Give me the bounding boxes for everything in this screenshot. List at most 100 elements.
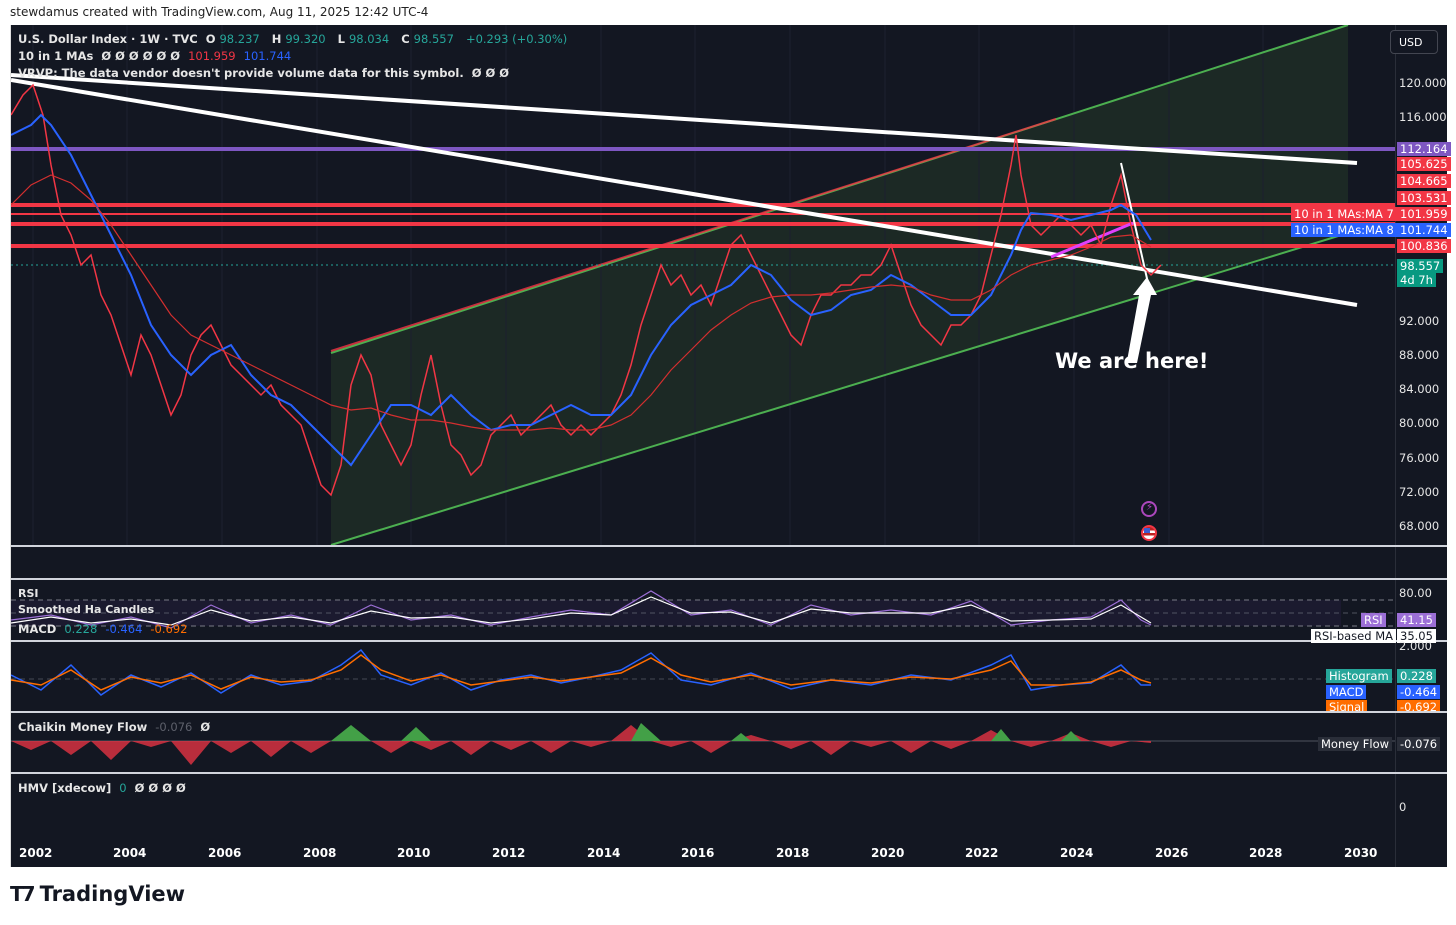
signal-label-tag: Signal xyxy=(1326,700,1368,711)
change-value: +0.293 (+0.30%) xyxy=(465,32,568,46)
time-tick: 2012 xyxy=(492,846,526,860)
pane-divider[interactable] xyxy=(11,545,1447,547)
last-price-tag: 98.557 xyxy=(1397,259,1444,273)
time-tick: 2002 xyxy=(19,846,53,860)
pane-divider[interactable] xyxy=(11,640,1447,642)
rsi-ma-value-tag: 35.05 xyxy=(1397,629,1436,643)
high-label: H xyxy=(271,32,282,46)
vrvp-nulls: Ø Ø Ø xyxy=(471,66,510,80)
price-tick: 120.000 xyxy=(1399,76,1447,90)
us-flag-icon[interactable] xyxy=(1141,525,1157,541)
signal-value-tag: -0.692 xyxy=(1397,700,1441,711)
rsi-ma-label-tag: RSI-based MA xyxy=(1311,629,1396,643)
countdown-tag: 4d 7h xyxy=(1397,273,1436,287)
level-tag-red: 100.836 xyxy=(1397,239,1451,253)
ma7-value-tag: 101.959 xyxy=(1397,207,1451,221)
symbol-name: U.S. Dollar Index · 1W · TVC xyxy=(18,32,198,46)
cmf-title: Chaikin Money Flow xyxy=(18,720,148,734)
time-tick: 2006 xyxy=(208,846,242,860)
money-flow-value-tag: -0.076 xyxy=(1397,737,1441,751)
rsi-title[interactable]: RSI xyxy=(18,587,39,600)
time-tick: 2004 xyxy=(113,846,147,860)
histogram-label-tag: Histogram xyxy=(1326,669,1392,683)
price-tick: 68.000 xyxy=(1399,519,1440,533)
cmf-legend[interactable]: Chaikin Money Flow -0.076 Ø xyxy=(18,720,214,734)
price-axis[interactable] xyxy=(1395,25,1448,867)
level-tag-red: 105.625 xyxy=(1397,157,1451,171)
time-tick: 2030 xyxy=(1344,846,1378,860)
low-label: L xyxy=(337,32,345,46)
level-tag-red: 103.531 xyxy=(1397,191,1451,205)
rsi-value-tag: 41.15 xyxy=(1397,613,1436,627)
chart-frame[interactable]: U.S. Dollar Index · 1W · TVC O 98.237 H 99… xyxy=(10,25,1451,867)
close-label: C xyxy=(401,32,410,46)
pane-divider[interactable] xyxy=(11,711,1447,713)
rsi-axis-tick: 80.00 xyxy=(1399,586,1432,600)
pane-divider[interactable] xyxy=(11,772,1447,774)
time-tick: 2014 xyxy=(587,846,621,860)
ma8-value-tag: 101.744 xyxy=(1397,223,1451,237)
ma-legend-nulls: Ø Ø Ø Ø Ø Ø xyxy=(101,49,181,63)
macd-value-tag: -0.464 xyxy=(1397,685,1441,699)
ma7-value: 101.959 xyxy=(188,49,236,63)
money-flow-label-tag: Money Flow xyxy=(1318,737,1393,751)
time-tick: 2028 xyxy=(1249,846,1283,860)
brand-name: TradingView xyxy=(39,882,186,906)
price-tick: 80.000 xyxy=(1399,416,1440,430)
macd-hist-value: 0.228 xyxy=(64,622,98,636)
macd-legend[interactable]: MACD 0.228 -0.464 -0.692 xyxy=(18,622,191,636)
time-tick: 2022 xyxy=(965,846,999,860)
time-tick: 2024 xyxy=(1060,846,1094,860)
main-chart-canvas[interactable] xyxy=(11,25,1447,867)
histogram-value-tag: 0.228 xyxy=(1397,669,1436,683)
hmv-legend[interactable]: HMV [xdecow] 0 Ø Ø Ø Ø xyxy=(18,781,190,795)
macd-label-tag: MACD xyxy=(1326,685,1367,699)
ma8-value: 101.744 xyxy=(243,49,292,63)
time-tick: 2008 xyxy=(303,846,337,860)
macd-value: -0.464 xyxy=(105,622,143,636)
macd-title: MACD xyxy=(18,622,57,636)
time-tick: 2020 xyxy=(871,846,905,860)
price-tick: 84.000 xyxy=(1399,382,1440,396)
cmf-null: Ø xyxy=(200,720,211,734)
time-tick: 2010 xyxy=(397,846,431,860)
hmv-nulls: Ø Ø Ø Ø xyxy=(134,781,186,795)
currency-button[interactable]: USD xyxy=(1390,30,1438,54)
time-tick: 2026 xyxy=(1155,846,1189,860)
low-value: 98.034 xyxy=(348,32,390,46)
open-value: 98.237 xyxy=(219,32,260,46)
cmf-value: -0.076 xyxy=(155,720,193,734)
pane-divider[interactable] xyxy=(11,578,1447,580)
level-tag-purple: 112.164 xyxy=(1397,142,1451,156)
tradingview-logo[interactable]: T7 TradingView xyxy=(10,882,185,906)
macd-axis-tick: 2.000 xyxy=(1399,639,1432,653)
vrvp-text: VRVP: The data vendor doesn't provide vo… xyxy=(18,66,464,80)
annotation-text[interactable]: We are here! xyxy=(1055,349,1209,373)
hmv-axis-tick: 0 xyxy=(1399,800,1407,814)
symbol-legend: U.S. Dollar Index · 1W · TVC O 98.237 H 99… xyxy=(18,32,571,46)
vrvp-legend[interactable]: VRVP: The data vendor doesn't provide vo… xyxy=(18,66,513,80)
high-value: 99.320 xyxy=(285,32,326,46)
ma-legend-name: 10 in 1 MAs xyxy=(18,49,94,63)
price-tick: 72.000 xyxy=(1399,485,1440,499)
ma8-label-tag: 10 in 1 MAs:MA 8 xyxy=(1291,223,1397,237)
chart-credit: stewdamus created with TradingView.com, … xyxy=(10,5,429,19)
time-tick: 2016 xyxy=(681,846,715,860)
level-tag-red: 104.665 xyxy=(1397,174,1451,188)
hmv-title: HMV [xdecow] xyxy=(18,781,112,795)
price-tick: 88.000 xyxy=(1399,348,1440,362)
hmv-value: 0 xyxy=(119,781,127,795)
time-tick: 2018 xyxy=(776,846,810,860)
close-value: 98.557 xyxy=(413,32,454,46)
price-tick: 116.000 xyxy=(1399,110,1447,124)
open-label: O xyxy=(205,32,216,46)
lightning-icon[interactable]: ⚡ xyxy=(1141,501,1157,517)
price-tick: 92.000 xyxy=(1399,314,1440,328)
tradingview-logo-icon: T7 xyxy=(10,882,36,906)
ma-legend[interactable]: 10 in 1 MAs Ø Ø Ø Ø Ø Ø 101.959 101.744 xyxy=(18,49,295,63)
rsi-label-tag: RSI xyxy=(1361,613,1386,627)
rsi-subtitle[interactable]: Smoothed Ha Candles xyxy=(18,603,155,616)
price-tick: 76.000 xyxy=(1399,451,1440,465)
macd-signal-value: -0.692 xyxy=(150,622,188,636)
ma7-label-tag: 10 in 1 MAs:MA 7 xyxy=(1291,207,1397,221)
